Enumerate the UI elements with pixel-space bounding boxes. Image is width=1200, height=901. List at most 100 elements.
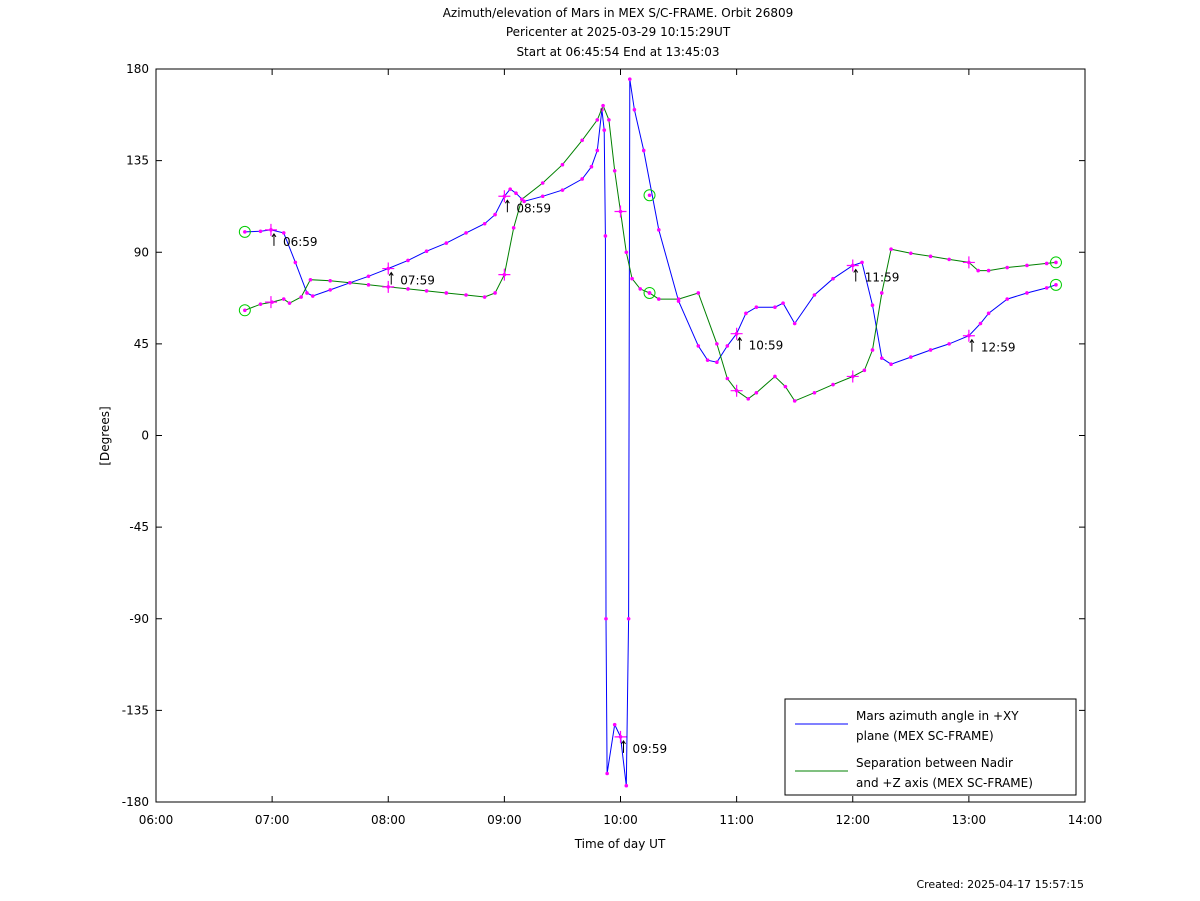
- hour-marker: [730, 327, 743, 340]
- data-point: [328, 288, 332, 292]
- data-point: [1005, 265, 1009, 270]
- data-point: [641, 148, 646, 153]
- endpoint-circle: [238, 225, 251, 238]
- hour-marker: [498, 190, 511, 203]
- data-point: [602, 128, 607, 132]
- data-point: [605, 771, 609, 776]
- data-point: [696, 291, 701, 295]
- endpoint-circle: [1049, 278, 1062, 291]
- x-tick-label: 08:00: [371, 813, 406, 827]
- data-point: [624, 783, 629, 788]
- data-point: [424, 289, 429, 293]
- data-point: [862, 368, 867, 373]
- legend-entry-text: and +Z axis (MEX SC-FRAME): [856, 776, 1033, 790]
- data-point: [792, 321, 797, 326]
- data-point: [603, 234, 608, 238]
- data-point: [281, 297, 286, 301]
- data-point: [493, 291, 497, 295]
- data-point: [522, 199, 526, 204]
- endpoint-circle: [1049, 256, 1062, 269]
- data-point: [773, 374, 777, 379]
- data-point: [287, 301, 292, 305]
- hour-marker: [962, 256, 975, 269]
- endpoint-circle: [643, 286, 656, 299]
- data-point: [947, 257, 951, 262]
- created-timestamp: Created: 2025-04-17 15:57:15: [916, 878, 1084, 891]
- data-point: [293, 260, 298, 265]
- x-tick-label: 11:00: [719, 813, 754, 827]
- data-point: [725, 344, 730, 348]
- data-point: [580, 138, 584, 143]
- data-point: [860, 260, 864, 265]
- series-line: [244, 104, 1057, 402]
- data-point: [909, 355, 913, 359]
- data-point: [1044, 286, 1049, 290]
- annotation-arrow: [271, 232, 277, 246]
- data-point: [464, 293, 468, 297]
- data-point: [812, 293, 817, 297]
- data-point: [889, 247, 893, 251]
- time-annotation: 11:59: [865, 270, 900, 284]
- chart-title-line-2: Pericenter at 2025-03-29 10:15:29UT: [506, 25, 731, 39]
- data-point: [493, 212, 497, 217]
- hour-marker: [264, 223, 277, 236]
- data-point: [308, 277, 313, 282]
- hour-marker: [846, 370, 859, 383]
- data-point: [464, 231, 468, 235]
- data-point: [627, 77, 632, 81]
- y-axis-label: [Degrees]: [98, 406, 112, 465]
- data-point: [595, 148, 600, 153]
- data-point: [612, 722, 617, 727]
- time-annotation: 06:59: [283, 235, 318, 249]
- data-point: [601, 103, 605, 108]
- annotation-arrow: [621, 739, 626, 753]
- chart-title-line-1: Azimuth/elevation of Mars in MEX S/C-FRA…: [443, 6, 794, 20]
- x-tick-label: 10:00: [603, 813, 638, 827]
- axes: 06:00 07:00 08:00 09:00 10:00 11:00 12:00 13:00…: [122, 62, 1103, 827]
- data-point: [482, 295, 487, 299]
- data-point: [243, 308, 247, 313]
- chart-title: Azimuth/elevation of Mars in MEX S/C-FRA…: [443, 6, 794, 59]
- data-point: [879, 291, 884, 295]
- hour-marker: [614, 730, 627, 743]
- data-point: [626, 616, 631, 621]
- data-point: [514, 191, 518, 196]
- hour-marker: [382, 262, 395, 275]
- time-annotation: 12:59: [981, 341, 1016, 355]
- data-point: [511, 226, 516, 230]
- data-point: [366, 283, 371, 287]
- data-point: [638, 287, 643, 291]
- data-point: [348, 280, 352, 285]
- data-point: [444, 291, 449, 295]
- data-point: [657, 228, 661, 232]
- data-point: [406, 258, 410, 263]
- data-point: [310, 294, 315, 298]
- data-point: [754, 305, 759, 310]
- hour-marker: [730, 384, 743, 397]
- data-point: [1025, 291, 1029, 295]
- annotation-arrow: [737, 336, 743, 350]
- hour-marker: [962, 329, 975, 342]
- data-point: [299, 295, 303, 299]
- data-point: [444, 241, 449, 245]
- x-tick-label: 09:00: [487, 813, 522, 827]
- hour-marker: [846, 259, 859, 272]
- data-point: [580, 177, 584, 181]
- data-point: [773, 305, 777, 310]
- y-tick-label: -135: [122, 703, 149, 717]
- legend-entry-text: plane (MEX SC-FRAME): [856, 729, 994, 743]
- data-point: [746, 397, 751, 401]
- legend: Mars azimuth angle in +XY plane (MEX SC-F…: [784, 698, 1077, 796]
- y-tick-label: 90: [134, 245, 149, 259]
- data-point: [366, 274, 371, 279]
- data-point: [879, 356, 884, 360]
- series-line: [244, 79, 1057, 786]
- time-annotation: 08:59: [516, 201, 551, 215]
- data-point: [909, 251, 913, 256]
- data-point: [560, 162, 565, 167]
- y-tick-label: 135: [126, 154, 149, 168]
- x-tick-label: 13:00: [952, 813, 987, 827]
- data-point: [657, 297, 661, 301]
- data-point: [1025, 263, 1029, 268]
- endpoint-circle: [643, 189, 656, 202]
